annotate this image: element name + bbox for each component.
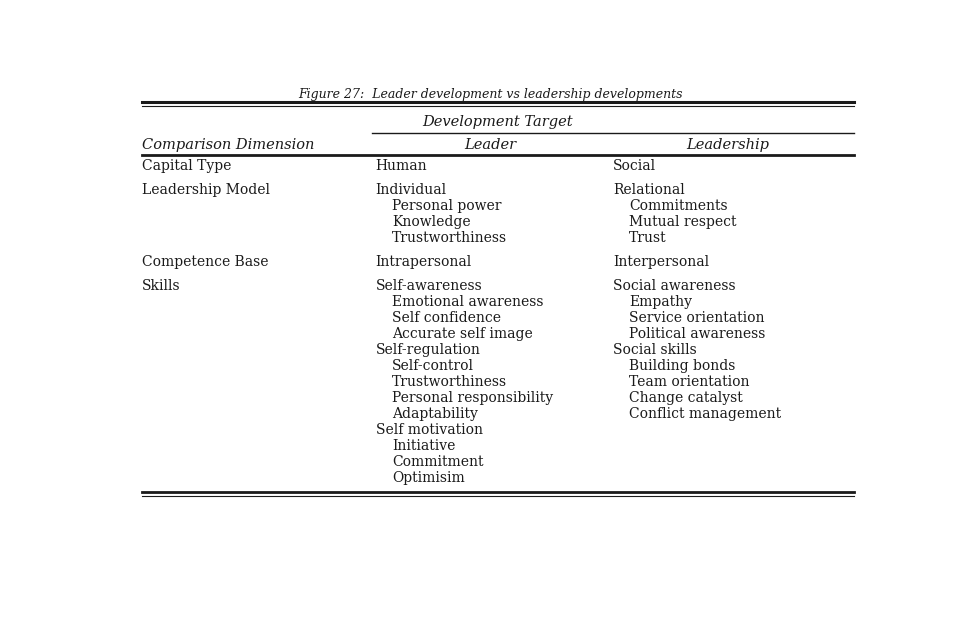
Text: Optimisim: Optimisim [391,471,464,485]
Text: Self-regulation: Self-regulation [375,343,480,357]
Text: Empathy: Empathy [629,295,692,309]
Text: Trustworthiness: Trustworthiness [391,375,507,389]
Text: Personal responsibility: Personal responsibility [391,391,553,405]
Text: Knowledge: Knowledge [391,215,471,229]
Text: Trustworthiness: Trustworthiness [391,231,507,245]
Text: Team orientation: Team orientation [629,375,749,389]
Text: Competence Base: Competence Base [142,255,268,269]
Text: Adaptability: Adaptability [391,407,478,421]
Text: Leadership Model: Leadership Model [142,183,270,197]
Text: Conflict management: Conflict management [629,407,781,421]
Text: Human: Human [375,159,427,174]
Text: Development Target: Development Target [423,115,573,129]
Text: Leadership: Leadership [686,138,769,151]
Text: Figure 27:  Leader development vs leadership developments: Figure 27: Leader development vs leaders… [299,88,682,101]
Text: Self-awareness: Self-awareness [375,279,482,293]
Text: Intrapersonal: Intrapersonal [375,255,472,269]
Text: Social awareness: Social awareness [612,279,736,293]
Text: Social skills: Social skills [612,343,697,357]
Text: Self confidence: Self confidence [391,311,501,325]
Text: Initiative: Initiative [391,439,456,453]
Text: Relational: Relational [612,183,684,197]
Text: Change catalyst: Change catalyst [629,391,743,405]
Text: Individual: Individual [375,183,447,197]
Text: Emotional awareness: Emotional awareness [391,295,544,309]
Text: Building bonds: Building bonds [629,359,736,373]
Text: Social: Social [612,159,656,174]
Text: Leader: Leader [464,138,517,151]
Text: Capital Type: Capital Type [142,159,232,174]
Text: Commitments: Commitments [629,199,727,213]
Text: Personal power: Personal power [391,199,501,213]
Text: Self-control: Self-control [391,359,474,373]
Text: Skills: Skills [142,279,181,293]
Text: Accurate self image: Accurate self image [391,327,532,341]
Text: Interpersonal: Interpersonal [612,255,709,269]
Text: Trust: Trust [629,231,667,245]
Text: Service orientation: Service orientation [629,311,765,325]
Text: Political awareness: Political awareness [629,327,766,341]
Text: Comparison Dimension: Comparison Dimension [142,138,314,151]
Text: Mutual respect: Mutual respect [629,215,737,229]
Text: Self motivation: Self motivation [375,423,482,437]
Text: Commitment: Commitment [391,455,483,469]
